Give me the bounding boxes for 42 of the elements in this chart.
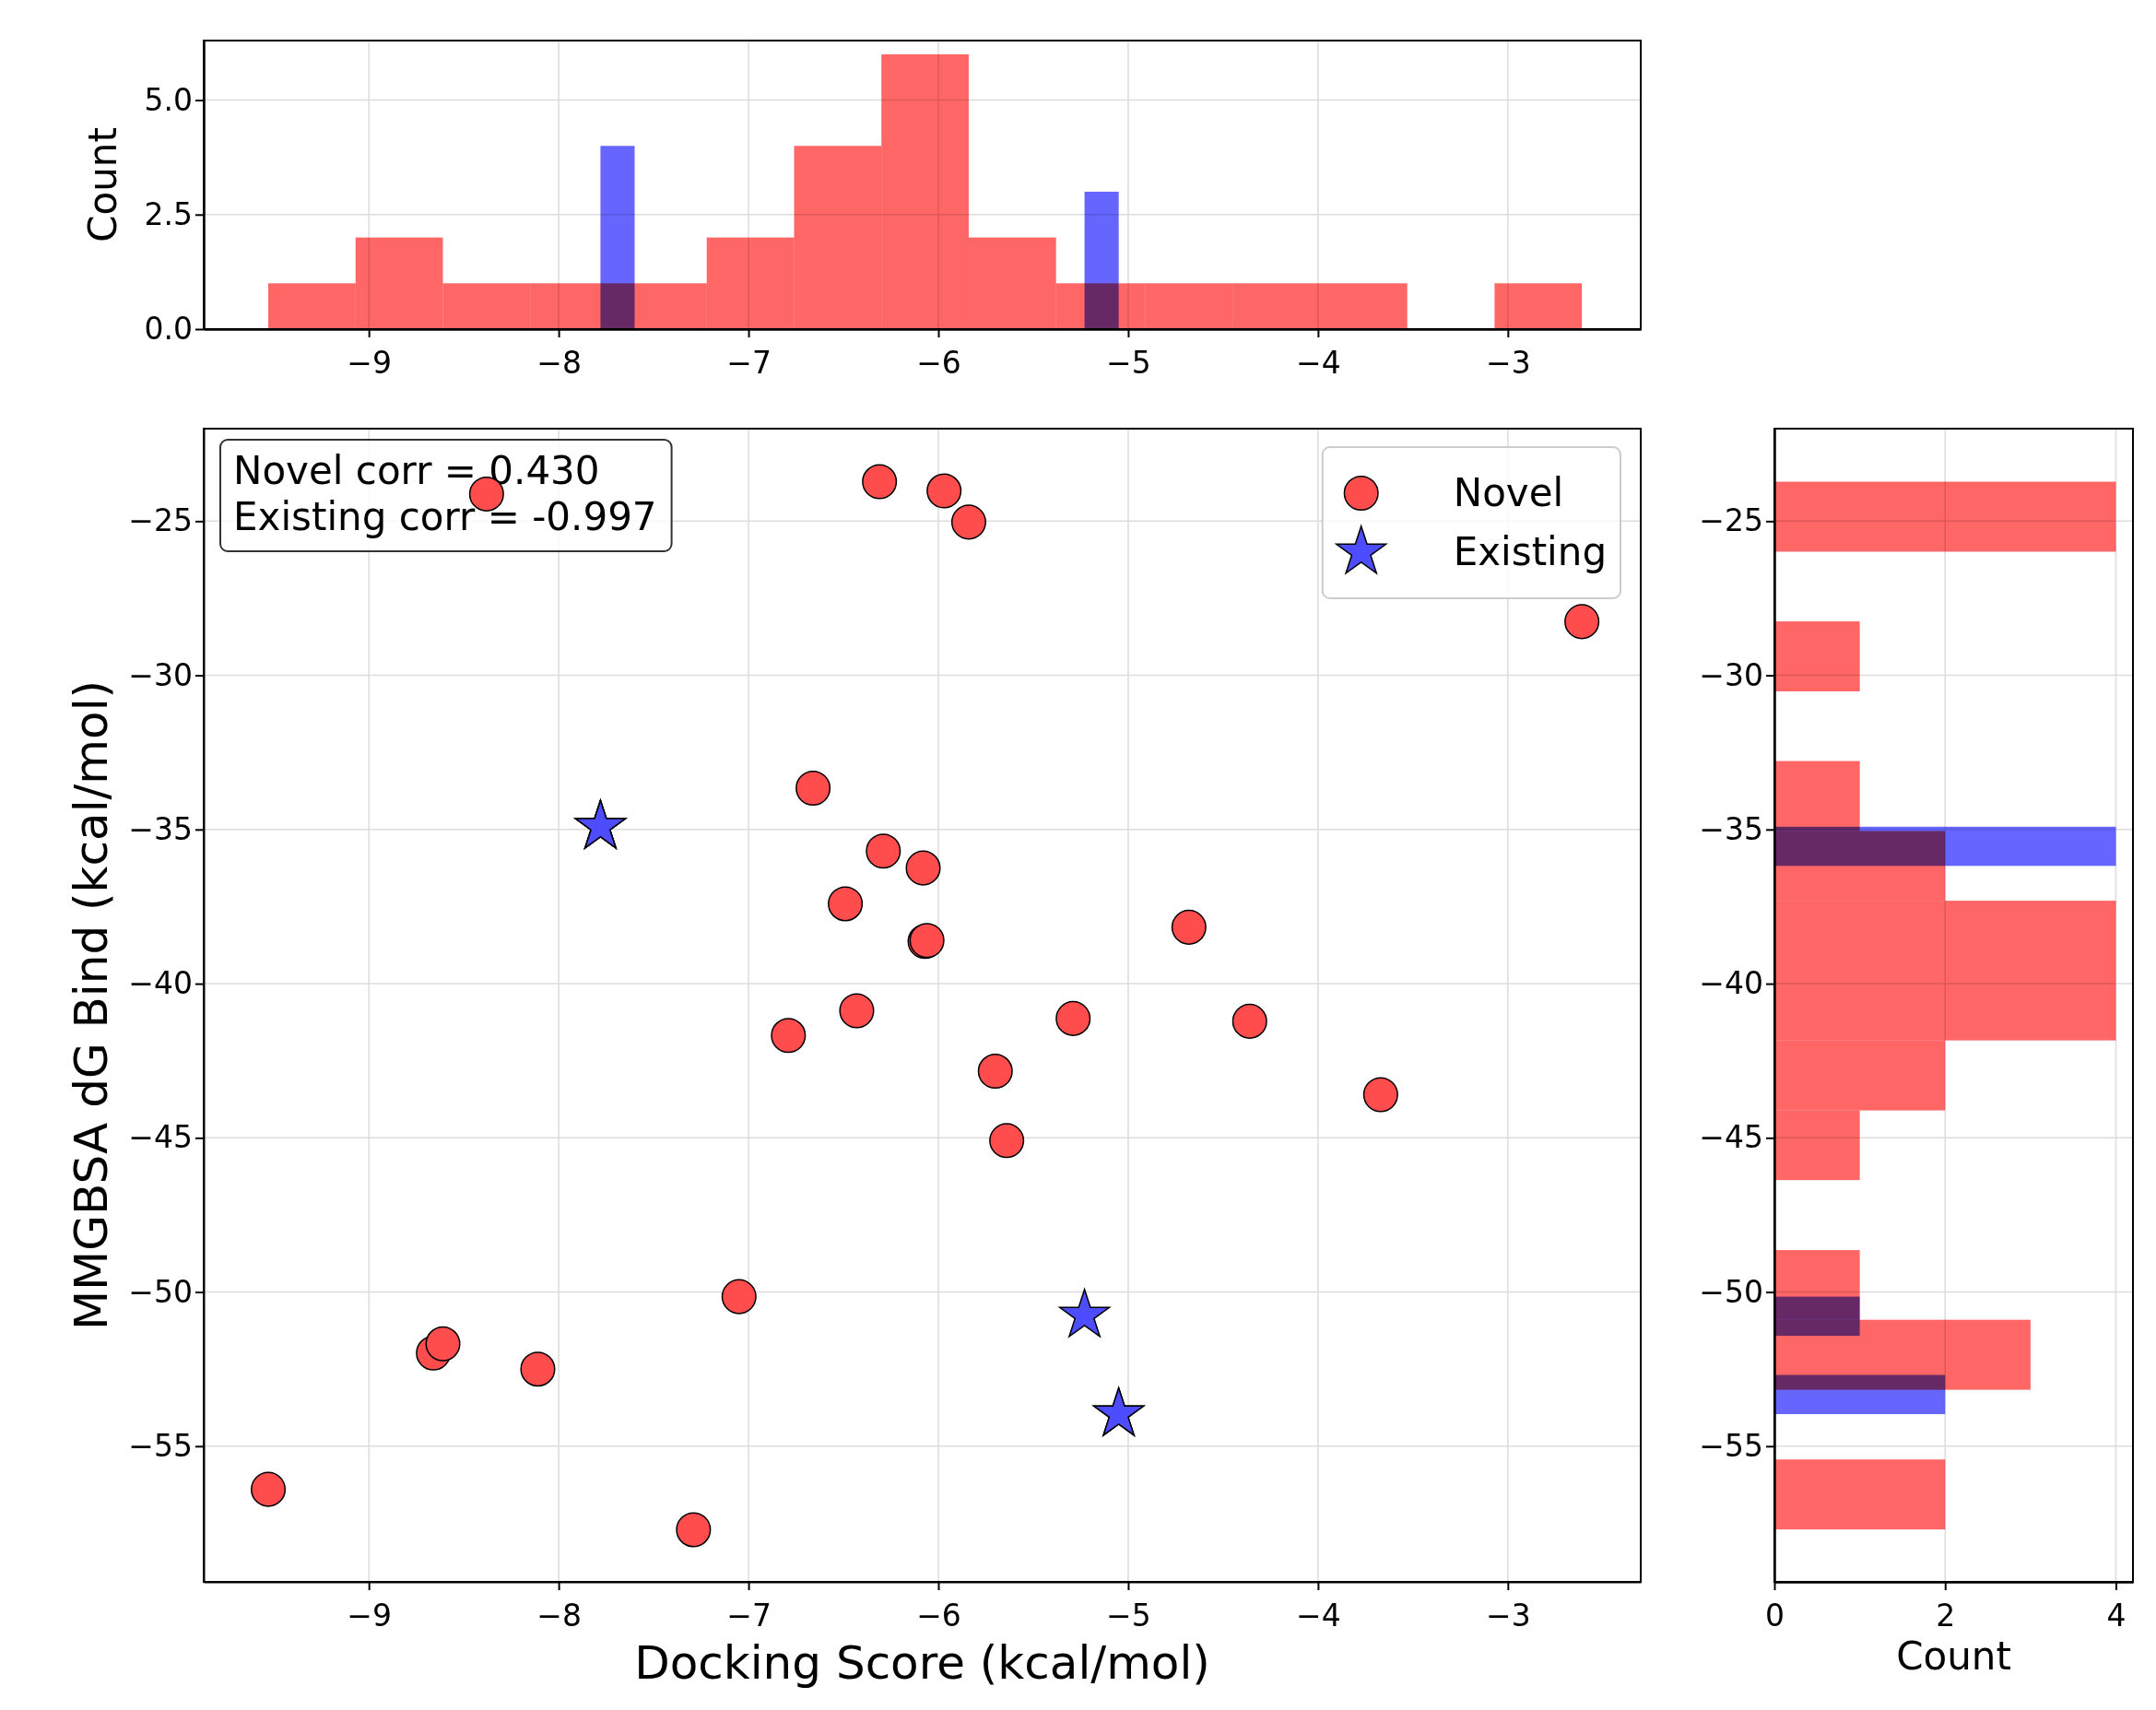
x-axis-title: Count [1896,1633,2011,1679]
y-tick-label: 2.5 [144,195,193,232]
y-tick-label: 0.0 [144,311,193,348]
x-tick-label: 4 [2106,1598,2127,1634]
x-tick-label: −9 [347,1598,392,1634]
y-tick-label: −30 [128,656,193,693]
x-tick-label: −4 [1296,345,1341,382]
x-tick-label: −3 [1486,345,1531,382]
annotation: Novel corr = 0.430 [233,448,600,493]
y-tick-label: −45 [128,1119,193,1156]
x-tick-label: −6 [916,345,961,382]
x-tick-label: −4 [1296,1598,1341,1634]
y-tick-label: −25 [1699,502,1763,539]
y-tick-label: −30 [1699,656,1763,693]
x-tick-label: −6 [916,1598,961,1634]
legend-label: Existing [1453,529,1608,574]
y-tick-label: −40 [128,965,193,1002]
y-tick-label: −55 [1699,1427,1763,1464]
y-tick-label: −45 [1699,1119,1763,1156]
x-tick-label: −7 [726,1598,772,1634]
y-tick-label: 5.0 [144,81,193,118]
x-tick-label: −5 [1106,345,1151,382]
y-tick-label: −40 [1699,965,1763,1002]
y-tick-label: −25 [128,502,193,539]
x-tick-label: −9 [347,345,392,382]
x-tick-label: 2 [1936,1598,1956,1634]
x-tick-label: −8 [536,345,582,382]
legend-label: Novel [1453,470,1564,515]
y-tick-label: −50 [128,1273,193,1310]
x-tick-label: −7 [726,345,772,382]
y-axis-title: MMGBSA dG Bind (kcal/mol) [65,679,118,1331]
x-tick-label: −8 [536,1598,582,1634]
annotation: Existing corr = -0.997 [233,494,657,539]
y-tick-label: −50 [1699,1273,1763,1310]
y-tick-label: −55 [128,1427,193,1464]
y-axis-title: Count [80,127,125,242]
x-tick-label: 0 [1765,1598,1785,1634]
y-tick-label: −35 [1699,810,1763,847]
x-tick-label: −3 [1486,1598,1531,1634]
y-tick-label: −35 [128,810,193,847]
x-axis-title: Docking Score (kcal/mol) [634,1636,1210,1690]
x-tick-label: −5 [1106,1598,1151,1634]
